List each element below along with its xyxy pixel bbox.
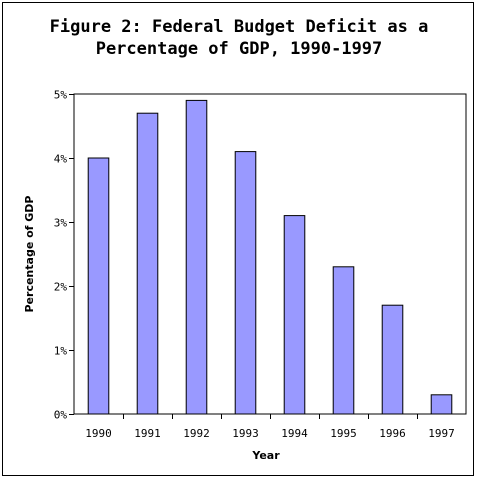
- bar-1997: [430, 394, 453, 415]
- bar-1994: [283, 215, 306, 415]
- x-tick-label-1995: 1995: [330, 427, 357, 440]
- bar-1996: [381, 304, 404, 415]
- y-axis-label: Percentage of GDP: [23, 196, 36, 313]
- chart-title-line-2: Percentage of GDP, 1990-1997: [95, 39, 383, 59]
- bar-1992: [185, 99, 208, 415]
- y-tick-label: 1%: [54, 345, 68, 358]
- x-tick-label-1994: 1994: [281, 427, 308, 440]
- bar-1990: [87, 157, 110, 415]
- x-tick-label-1993: 1993: [232, 427, 259, 440]
- bar-1993: [234, 151, 257, 415]
- y-tick-label: 4%: [54, 153, 68, 166]
- y-tick-label: 2%: [54, 281, 68, 294]
- y-tick-label: 5%: [54, 89, 68, 102]
- chart-title: Figure 2: Federal Budget Deficit as a Pe…: [0, 16, 478, 60]
- x-axis: 1990 1991 1992 1993 1994 1995 1996 1997: [85, 414, 455, 440]
- y-tick-label: 0%: [54, 409, 68, 422]
- x-tick-label-1997: 1997: [428, 427, 455, 440]
- bar-1991: [136, 112, 159, 415]
- x-axis-label: Year: [251, 449, 280, 462]
- chart-title-line-1: Figure 2: Federal Budget Deficit as a: [49, 17, 429, 37]
- x-tick-label-1990: 1990: [85, 427, 112, 440]
- x-tick-label-1992: 1992: [183, 427, 210, 440]
- chart-frame: [2, 2, 474, 476]
- y-tick-label: 3%: [54, 217, 68, 230]
- bar-1995: [332, 266, 355, 415]
- y-axis: 0% 1% 2% 3% 4% 5%: [54, 89, 74, 422]
- bars: [87, 99, 453, 415]
- x-tick-label-1996: 1996: [379, 427, 406, 440]
- plot-area: [73, 93, 467, 415]
- x-tick-label-1991: 1991: [134, 427, 161, 440]
